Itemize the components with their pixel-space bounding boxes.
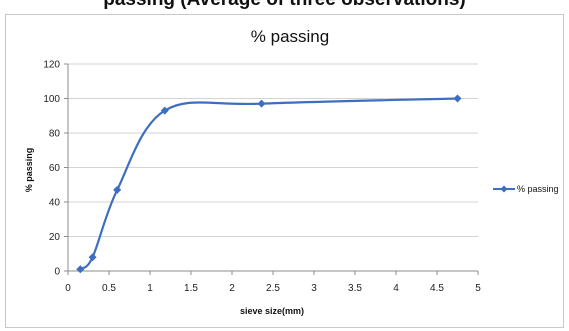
x-tick-label: 4 — [393, 283, 399, 294]
data-point-marker — [453, 94, 462, 103]
data-point-marker — [88, 253, 97, 262]
x-tick-label: 3.5 — [348, 283, 362, 294]
legend: % passing — [493, 184, 559, 194]
chart-frame — [5, 14, 564, 328]
x-axis-title: sieve size(mm) — [240, 306, 304, 316]
legend-label: % passing — [517, 184, 559, 194]
x-tick-label: 3 — [311, 283, 317, 294]
y-tick-label: 120 — [43, 60, 60, 71]
x-tick-label: 2 — [229, 283, 235, 294]
y-axis-title: % passing — [24, 148, 34, 193]
x-tick-label: 0 — [65, 283, 71, 294]
y-tick-label: 100 — [43, 94, 60, 105]
grid-layer — [68, 63, 478, 237]
y-tick-label: 20 — [49, 232, 61, 243]
y-tick-label: 0 — [54, 267, 60, 278]
x-tick-label: 0.5 — [102, 283, 116, 294]
y-tick-label: 40 — [49, 198, 61, 209]
data-point-marker — [257, 99, 266, 108]
series-layer — [76, 94, 462, 274]
x-tick-label: 1.5 — [184, 283, 198, 294]
chart-title: % passing — [251, 27, 329, 46]
series-line — [79, 97, 458, 271]
y-tick-label: 80 — [49, 129, 61, 140]
x-tick-label: 1 — [147, 283, 153, 294]
data-point-marker — [113, 185, 122, 194]
data-point-marker — [76, 265, 85, 274]
page-caption: passing (Average of three observations) — [0, 0, 569, 11]
y-tick-label: 60 — [49, 163, 61, 174]
data-point-marker — [160, 106, 169, 115]
x-tick-label: 4.5 — [430, 283, 444, 294]
x-tick-label: 2.5 — [266, 283, 280, 294]
ticks-layer: 0 20 40 60 80 100 120 0 0.5 1 1.5 2 2.5 3 3.5 4 4.5 5 — [43, 60, 481, 295]
x-tick-label: 5 — [475, 283, 481, 294]
legend-swatch-marker — [500, 185, 508, 193]
